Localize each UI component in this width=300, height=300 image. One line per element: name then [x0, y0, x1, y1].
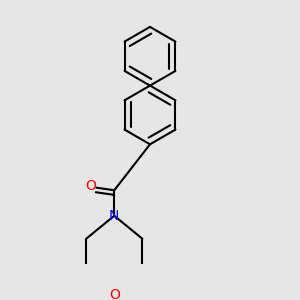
Text: N: N — [109, 209, 119, 223]
Text: O: O — [85, 178, 96, 193]
Text: O: O — [109, 288, 120, 300]
